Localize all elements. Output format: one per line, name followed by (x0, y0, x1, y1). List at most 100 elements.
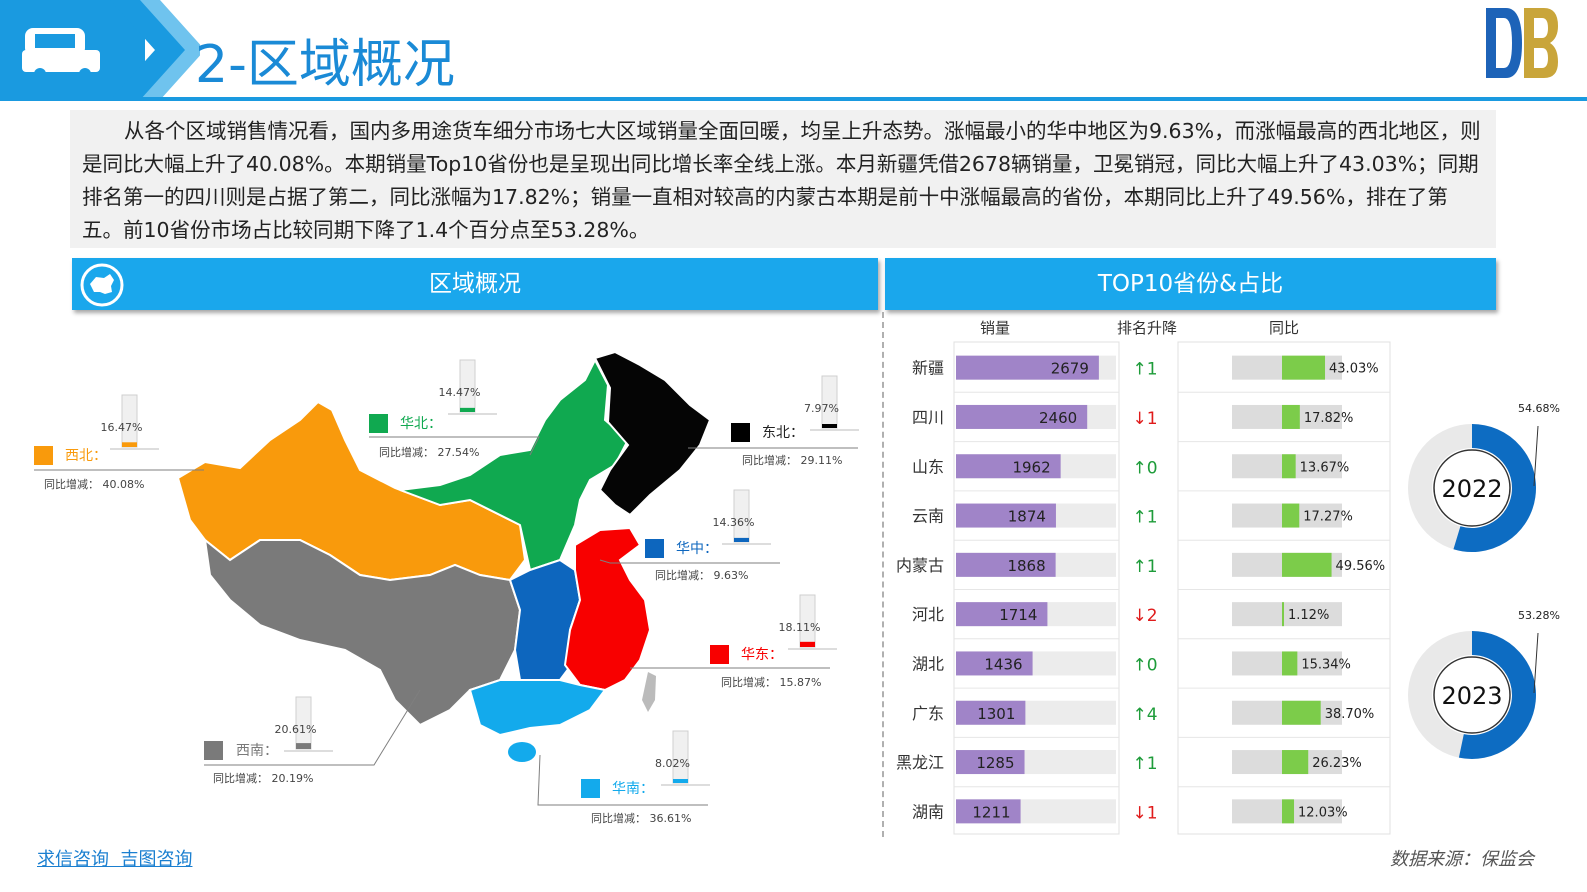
row-5-yoy-bar (1282, 602, 1284, 627)
region-4-yoy: 同比增减： 15.87% (721, 675, 821, 689)
row-1-rank-change: ↓1 (1132, 409, 1157, 429)
footer-brand-1[interactable]: 求信咨询 (37, 849, 109, 870)
donut-1-hole (1433, 656, 1511, 734)
region-1-swatch (369, 414, 388, 433)
region-6-name: 华南： (612, 781, 654, 797)
region-1-gauge-fill (460, 407, 475, 412)
region-6-leader (537, 754, 708, 806)
truck-icon (22, 28, 100, 80)
donut-0-year: 2022 (1441, 475, 1502, 503)
header-rule (0, 97, 1587, 101)
row-8-yoy-value: 26.23% (1312, 756, 1362, 771)
region-shape-east (563, 526, 652, 692)
row-0-province: 新疆 (912, 359, 944, 378)
region-2-swatch (731, 423, 750, 442)
row-5-rank-change: ↓2 (1132, 606, 1157, 626)
footer-source: 数据来源：保监会 (1390, 849, 1534, 870)
row-6-yoy-value: 15.34% (1301, 657, 1351, 672)
row-7-rank-change: ↑4 (1132, 705, 1157, 725)
row-1-sales-value: 2460 (1039, 409, 1077, 427)
row-8-province: 黑龙江 (896, 753, 944, 772)
row-3-sales-value: 1874 (1008, 508, 1046, 526)
row-4-yoy-bar (1282, 552, 1332, 577)
row-7-sales-bar (956, 700, 1026, 725)
row-1-sales-bar (956, 404, 1088, 429)
region-0-gauge-fill (122, 442, 137, 447)
footer-brand-2[interactable]: 吉图咨询 (120, 849, 193, 870)
region-1-yoy: 同比增减： 27.54% (379, 445, 479, 459)
donut-group: 2022 54.68% 2023 53.28% (1408, 402, 1560, 759)
region-3-name: 华中： (676, 541, 718, 557)
summary-box (70, 110, 1496, 248)
row-6-yoy-bar (1282, 651, 1298, 676)
donut-1-slice (1458, 631, 1536, 759)
row-4-sales-bar (956, 552, 1056, 577)
donut-1-year: 2023 (1441, 682, 1502, 710)
donut-1-share: 53.28% (1518, 609, 1560, 622)
donut-0-hole (1433, 449, 1511, 527)
row-5-sales-bar (956, 602, 1048, 627)
row-8-sales-bar (956, 750, 1025, 775)
donut-0-share: 54.68% (1518, 402, 1560, 415)
region-1-share: 14.47% (439, 386, 481, 399)
region-5-yoy: 同比增减： 20.19% (213, 771, 313, 785)
header-rank: 排名升降 (1117, 319, 1177, 337)
region-5-gauge-fill (296, 743, 311, 749)
row-0-rank-change: ↑1 (1132, 360, 1157, 380)
row-2-yoy-bar (1282, 454, 1296, 479)
region-4-share: 18.11% (779, 621, 821, 634)
region-4-gauge-fill (800, 641, 815, 647)
row-1-province: 四川 (912, 408, 944, 427)
row-0-yoy-bar (1282, 355, 1326, 380)
region-5-leader (204, 689, 421, 766)
row-9-sales-bar (956, 799, 1021, 824)
logo-icon (1486, 8, 1558, 78)
region-3-leader (599, 559, 780, 564)
row-2-sales-bar (956, 454, 1061, 479)
region-3-gauge-fill (734, 537, 749, 542)
region-2-share: 7.97% (804, 402, 839, 415)
row-5-yoy-value: 1.12% (1288, 608, 1329, 623)
region-0-yoy: 同比增减： 40.08% (44, 477, 144, 491)
row-7-yoy-value: 38.70% (1325, 707, 1375, 722)
row-4-province: 内蒙古 (896, 556, 944, 575)
donut-1: 2023 53.28% (1408, 609, 1560, 759)
row-7-yoy-bar (1282, 700, 1321, 725)
row-4-yoy-value: 49.56% (1336, 559, 1386, 574)
row-9-yoy-value: 12.03% (1298, 805, 1348, 820)
header-sales: 销量 (980, 319, 1010, 337)
row-5-sales-value: 1714 (999, 606, 1037, 624)
summary-text: 从各个区域销售情况看，国内多用途货车细分市场七大区域销量全面回暖，均呈上升态势。… (82, 119, 1481, 242)
row-3-yoy-value: 17.27% (1303, 510, 1353, 525)
region-3-swatch (645, 539, 664, 558)
panel-title-regions: 区域概况 (429, 271, 521, 297)
header-yoy: 同比 (1269, 319, 1299, 337)
row-6-sales-value: 1436 (984, 655, 1022, 673)
header-chevron (22, 0, 200, 100)
footer-brand[interactable]: 求信咨询 吉图咨询 (37, 845, 192, 871)
row-0-sales-bar (956, 355, 1099, 380)
top10-column-headers: 销量 排名升降 同比 (953, 319, 1391, 835)
row-9-rank-change: ↓1 (1132, 803, 1157, 823)
region-6-gauge-fill (673, 779, 688, 783)
region-6-share: 8.02% (655, 757, 690, 770)
row-6-rank-change: ↑0 (1132, 655, 1157, 675)
row-3-province: 云南 (912, 507, 944, 526)
panel-header-regions: 区域概况 (72, 258, 878, 310)
row-4-rank-change: ↑1 (1132, 557, 1157, 577)
region-5-name: 西南： (236, 743, 278, 759)
row-8-rank-change: ↑1 (1132, 754, 1157, 774)
row-2-rank-change: ↑0 (1132, 458, 1157, 478)
taiwan-shape (642, 672, 656, 712)
row-5-province: 河北 (912, 605, 944, 624)
row-0-yoy-value: 43.03% (1329, 362, 1379, 377)
yoy-column-frame (1177, 341, 1391, 835)
page-title: 2-区域概况 (195, 35, 455, 95)
china-map-icon (80, 263, 124, 307)
region-1-name: 华北： (400, 416, 442, 432)
region-4-swatch (710, 645, 729, 664)
region-3-yoy: 同比增减： 9.63% (655, 568, 748, 582)
row-7-sales-value: 1301 (977, 705, 1015, 723)
panel-divider (882, 312, 884, 837)
